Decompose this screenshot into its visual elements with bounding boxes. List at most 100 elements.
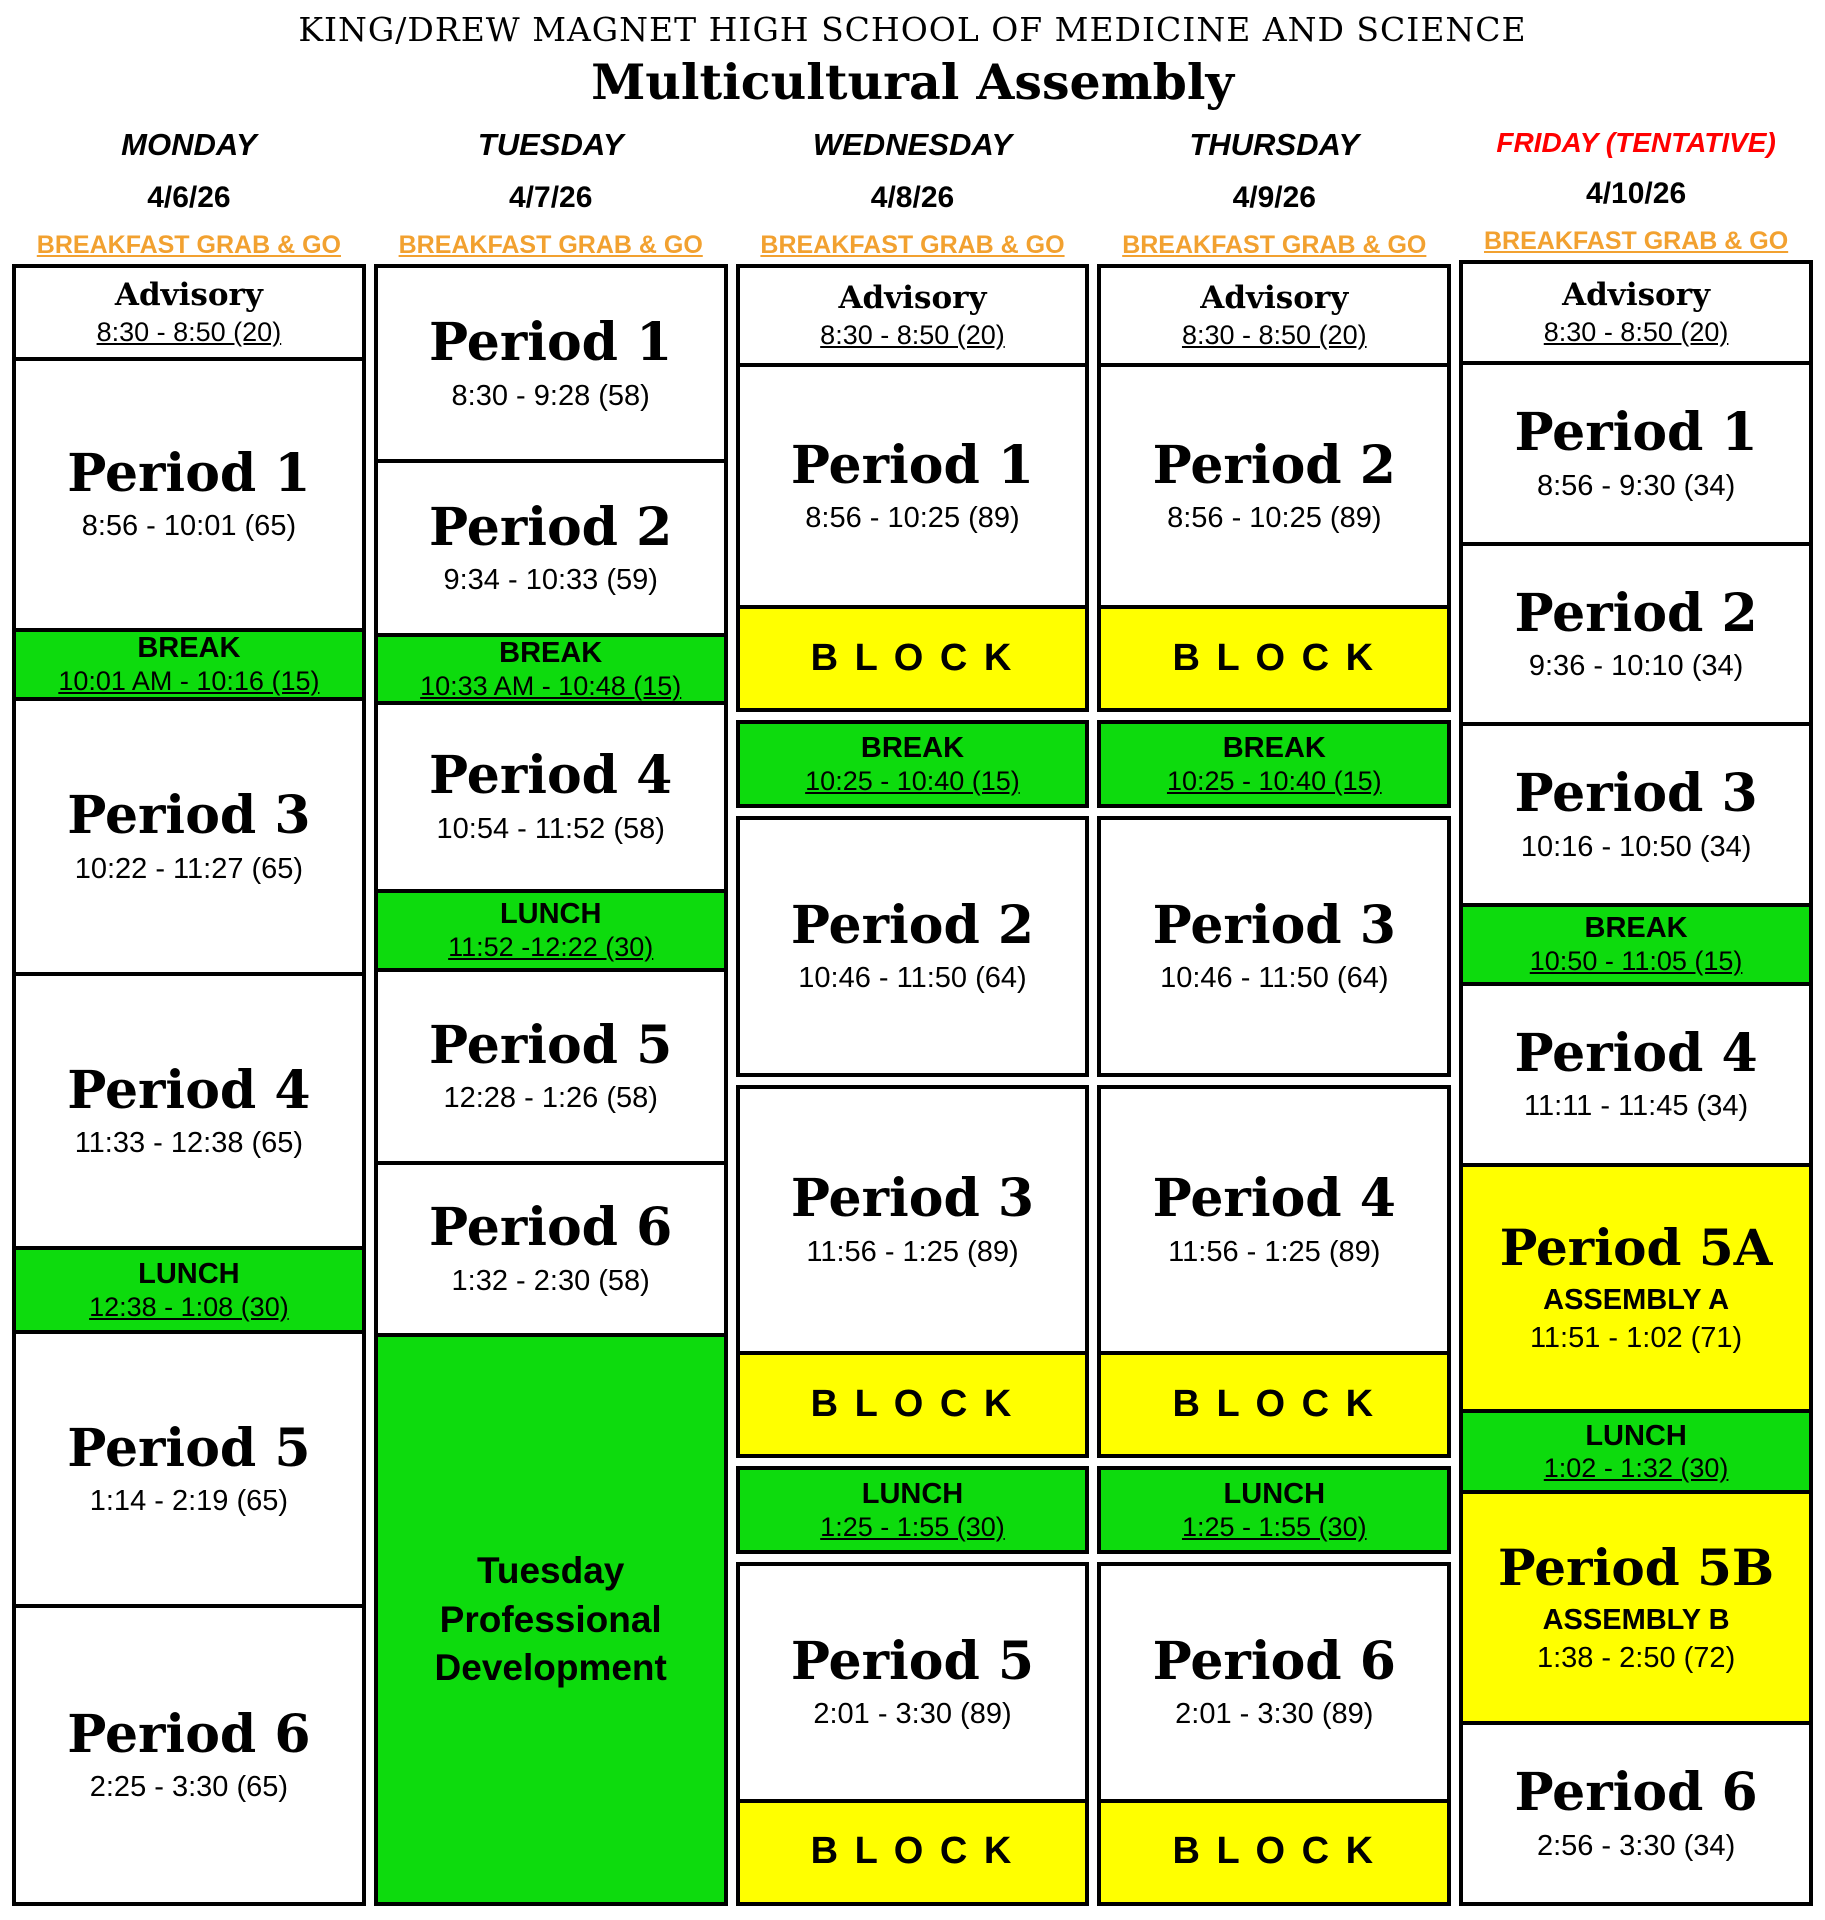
block-period-6: Period 6 2:56 - 3:30 (34) <box>1459 1721 1813 1907</box>
block-b-l-o-c-k: B L O C K <box>1097 605 1452 713</box>
block-title: Period 4 <box>1514 1022 1758 1084</box>
breakfast-label: BREAKFAST GRAB & GO <box>1483 227 1789 255</box>
day-date: 4/6/26 <box>147 181 231 214</box>
day-column-thursday: THURSDAY 4/9/26 BREAKFAST GRAB & GO Advisor… <box>1097 121 1452 1906</box>
block-title: BREAK <box>1584 912 1688 945</box>
block-label: B L O C K <box>810 1830 1015 1873</box>
block-title: BREAK <box>137 632 241 665</box>
block-tuesday-professional-development: Tuesday Professional Development <box>373 1333 728 1906</box>
block-break: BREAK 10:25 - 10:40 (15) <box>1097 720 1452 809</box>
block-title: Period 5A <box>1499 1218 1773 1278</box>
block-time: 1:02 - 1:32 (30) <box>1543 1453 1729 1484</box>
page-title: Multicultural Assembly <box>591 53 1234 111</box>
day-date: 4/8/26 <box>870 181 955 214</box>
block-title: Period 5 <box>429 1014 673 1076</box>
block-title: Period 6 <box>1514 1762 1758 1824</box>
breakfast-label: BREAKFAST GRAB & GO <box>1122 231 1427 259</box>
block-title: Period 3 <box>1514 763 1758 825</box>
day-column-monday: MONDAY 4/6/26 BREAKFAST GRAB & GO Advisory 8… <box>12 121 366 1906</box>
block-time: 10:46 - 11:50 (64) <box>798 962 1027 995</box>
block-lunch: LUNCH 1:25 - 1:55 (30) <box>1097 1466 1452 1554</box>
block-b-l-o-c-k: B L O C K <box>735 1350 1090 1459</box>
block-title: Period 5 <box>67 1417 311 1479</box>
block-period-2: Period 2 9:36 - 10:10 (34) <box>1459 541 1813 727</box>
block-title: Period 4 <box>1152 1168 1396 1230</box>
block-title: Advisory <box>1200 280 1349 317</box>
block-title: Period 2 <box>790 894 1035 956</box>
block-period-5b: Period 5B ASSEMBLY B 1:38 - 2:50 (72) <box>1459 1490 1813 1726</box>
block-label: B L O C K <box>1172 636 1377 679</box>
breakfast-label: BREAKFAST GRAB & GO <box>398 231 703 259</box>
block-period-4: Period 4 10:54 - 11:52 (58) <box>373 701 728 893</box>
block-period-6: Period 6 2:25 - 3:30 (65) <box>12 1604 366 1906</box>
day-column-tuesday: TUESDAY 4/7/26 BREAKFAST GRAB & GO Period 1… <box>373 121 728 1906</box>
block-time: 2:01 - 3:30 (89) <box>813 1698 1012 1731</box>
day-name: FRIDAY (TENTATIVE) <box>1496 127 1776 158</box>
block-b-l-o-c-k: B L O C K <box>735 605 1090 713</box>
block-label: B L O C K <box>1172 1382 1377 1425</box>
block-period-2: Period 2 8:56 - 10:25 (89) <box>1097 363 1452 610</box>
day-date: 4/9/26 <box>1232 181 1316 214</box>
block-title: BREAK <box>499 637 603 670</box>
block-period-1: Period 1 8:56 - 9:30 (34) <box>1459 361 1813 546</box>
block-time: 1:25 - 1:55 (30) <box>820 1511 1005 1542</box>
block-lunch: LUNCH 12:38 - 1:08 (30) <box>12 1246 366 1334</box>
block-time: 11:56 - 1:25 (89) <box>806 1235 1019 1268</box>
block-time: 1:14 - 2:19 (65) <box>89 1485 289 1518</box>
block-time: 2:25 - 3:30 (65) <box>89 1771 289 1804</box>
block-advisory: Advisory 8:30 - 8:50 (20) <box>12 264 366 361</box>
block-time: 1:38 - 2:50 (72) <box>1536 1642 1736 1675</box>
block-lunch: LUNCH 1:25 - 1:55 (30) <box>735 1466 1090 1554</box>
school-name: KING/DREW MAGNET HIGH SCHOOL OF MEDICINE… <box>298 10 1527 49</box>
block-time: 8:56 - 10:01 (65) <box>81 510 297 543</box>
block-period-4: Period 4 11:11 - 11:45 (34) <box>1459 982 1813 1167</box>
day-blocks: Advisory 8:30 - 8:50 (20) Period 2 8:56 - 1… <box>1097 264 1452 1906</box>
day-name: WEDNESDAY <box>812 127 1013 162</box>
block-time: 8:30 - 8:50 (20) <box>1181 319 1367 350</box>
block-time: 10:54 - 11:52 (58) <box>436 812 665 845</box>
block-title: Period 6 <box>429 1197 673 1259</box>
block-title: Period 4 <box>429 745 673 807</box>
block-period-3: Period 3 10:16 - 10:50 (34) <box>1459 722 1813 908</box>
block-period-2: Period 2 9:34 - 10:33 (59) <box>373 458 728 638</box>
block-time: 9:36 - 10:10 (34) <box>1528 650 1744 683</box>
block-title: Period 2 <box>1514 582 1758 644</box>
block-period-5: Period 5 2:01 - 3:30 (89) <box>735 1561 1090 1803</box>
block-time: 11:33 - 12:38 (65) <box>74 1127 304 1160</box>
block-title: LUNCH <box>138 1258 240 1290</box>
block-title: LUNCH <box>1585 1419 1687 1452</box>
block-label: B L O C K <box>810 636 1015 679</box>
block-time: 2:01 - 3:30 (89) <box>1175 1698 1374 1731</box>
day-blocks: Period 1 8:30 - 9:28 (58) Period 2 9:34 - 1… <box>373 264 728 1906</box>
block-time: 8:56 - 10:25 (89) <box>805 502 1020 535</box>
block-time: 8:30 - 8:50 (20) <box>820 319 1005 350</box>
block-title: Period 2 <box>1152 434 1396 496</box>
block-time: 11:52 -12:22 (30) <box>448 931 654 962</box>
block-break: BREAK 10:33 AM - 10:48 (15) <box>373 633 728 706</box>
block-label: Tuesday Professional Development <box>434 1550 667 1688</box>
block-time: 11:56 - 1:25 (89) <box>1168 1235 1381 1268</box>
block-title: Period 1 <box>790 434 1035 496</box>
block-time: 8:30 - 8:50 (20) <box>96 316 282 347</box>
block-time: 8:30 - 8:50 (20) <box>1543 316 1729 347</box>
block-period-3: Period 3 10:22 - 11:27 (65) <box>12 697 366 976</box>
block-period-4: Period 4 11:33 - 12:38 (65) <box>12 971 366 1251</box>
block-time: 12:38 - 1:08 (30) <box>89 1291 289 1322</box>
block-time: 1:25 - 1:55 (30) <box>1181 1511 1367 1542</box>
block-lunch: LUNCH 1:02 - 1:32 (30) <box>1459 1409 1813 1495</box>
block-advisory: Advisory 8:30 - 8:50 (20) <box>735 264 1090 368</box>
block-b-l-o-c-k: B L O C K <box>1097 1798 1452 1906</box>
block-time: 9:34 - 10:33 (59) <box>443 564 658 597</box>
block-title: Advisory <box>1562 277 1711 314</box>
block-title: Advisory <box>114 277 263 314</box>
block-lunch: LUNCH 11:52 -12:22 (30) <box>373 888 728 972</box>
block-break: BREAK 10:01 AM - 10:16 (15) <box>12 627 366 702</box>
day-column-friday-tentative: FRIDAY (TENTATIVE) 4/10/26 BREAKFAST GRAB … <box>1459 121 1813 1907</box>
block-break: BREAK 10:25 - 10:40 (15) <box>735 720 1090 809</box>
day-blocks: Advisory 8:30 - 8:50 (20) Period 1 8:56 - 1… <box>735 264 1090 1906</box>
block-time: 8:56 - 9:30 (34) <box>1536 469 1736 502</box>
block-time: 10:25 - 10:40 (15) <box>1166 766 1382 797</box>
block-title: LUNCH <box>861 1478 964 1511</box>
block-advisory: Advisory 8:30 - 8:50 (20) <box>1459 260 1813 366</box>
